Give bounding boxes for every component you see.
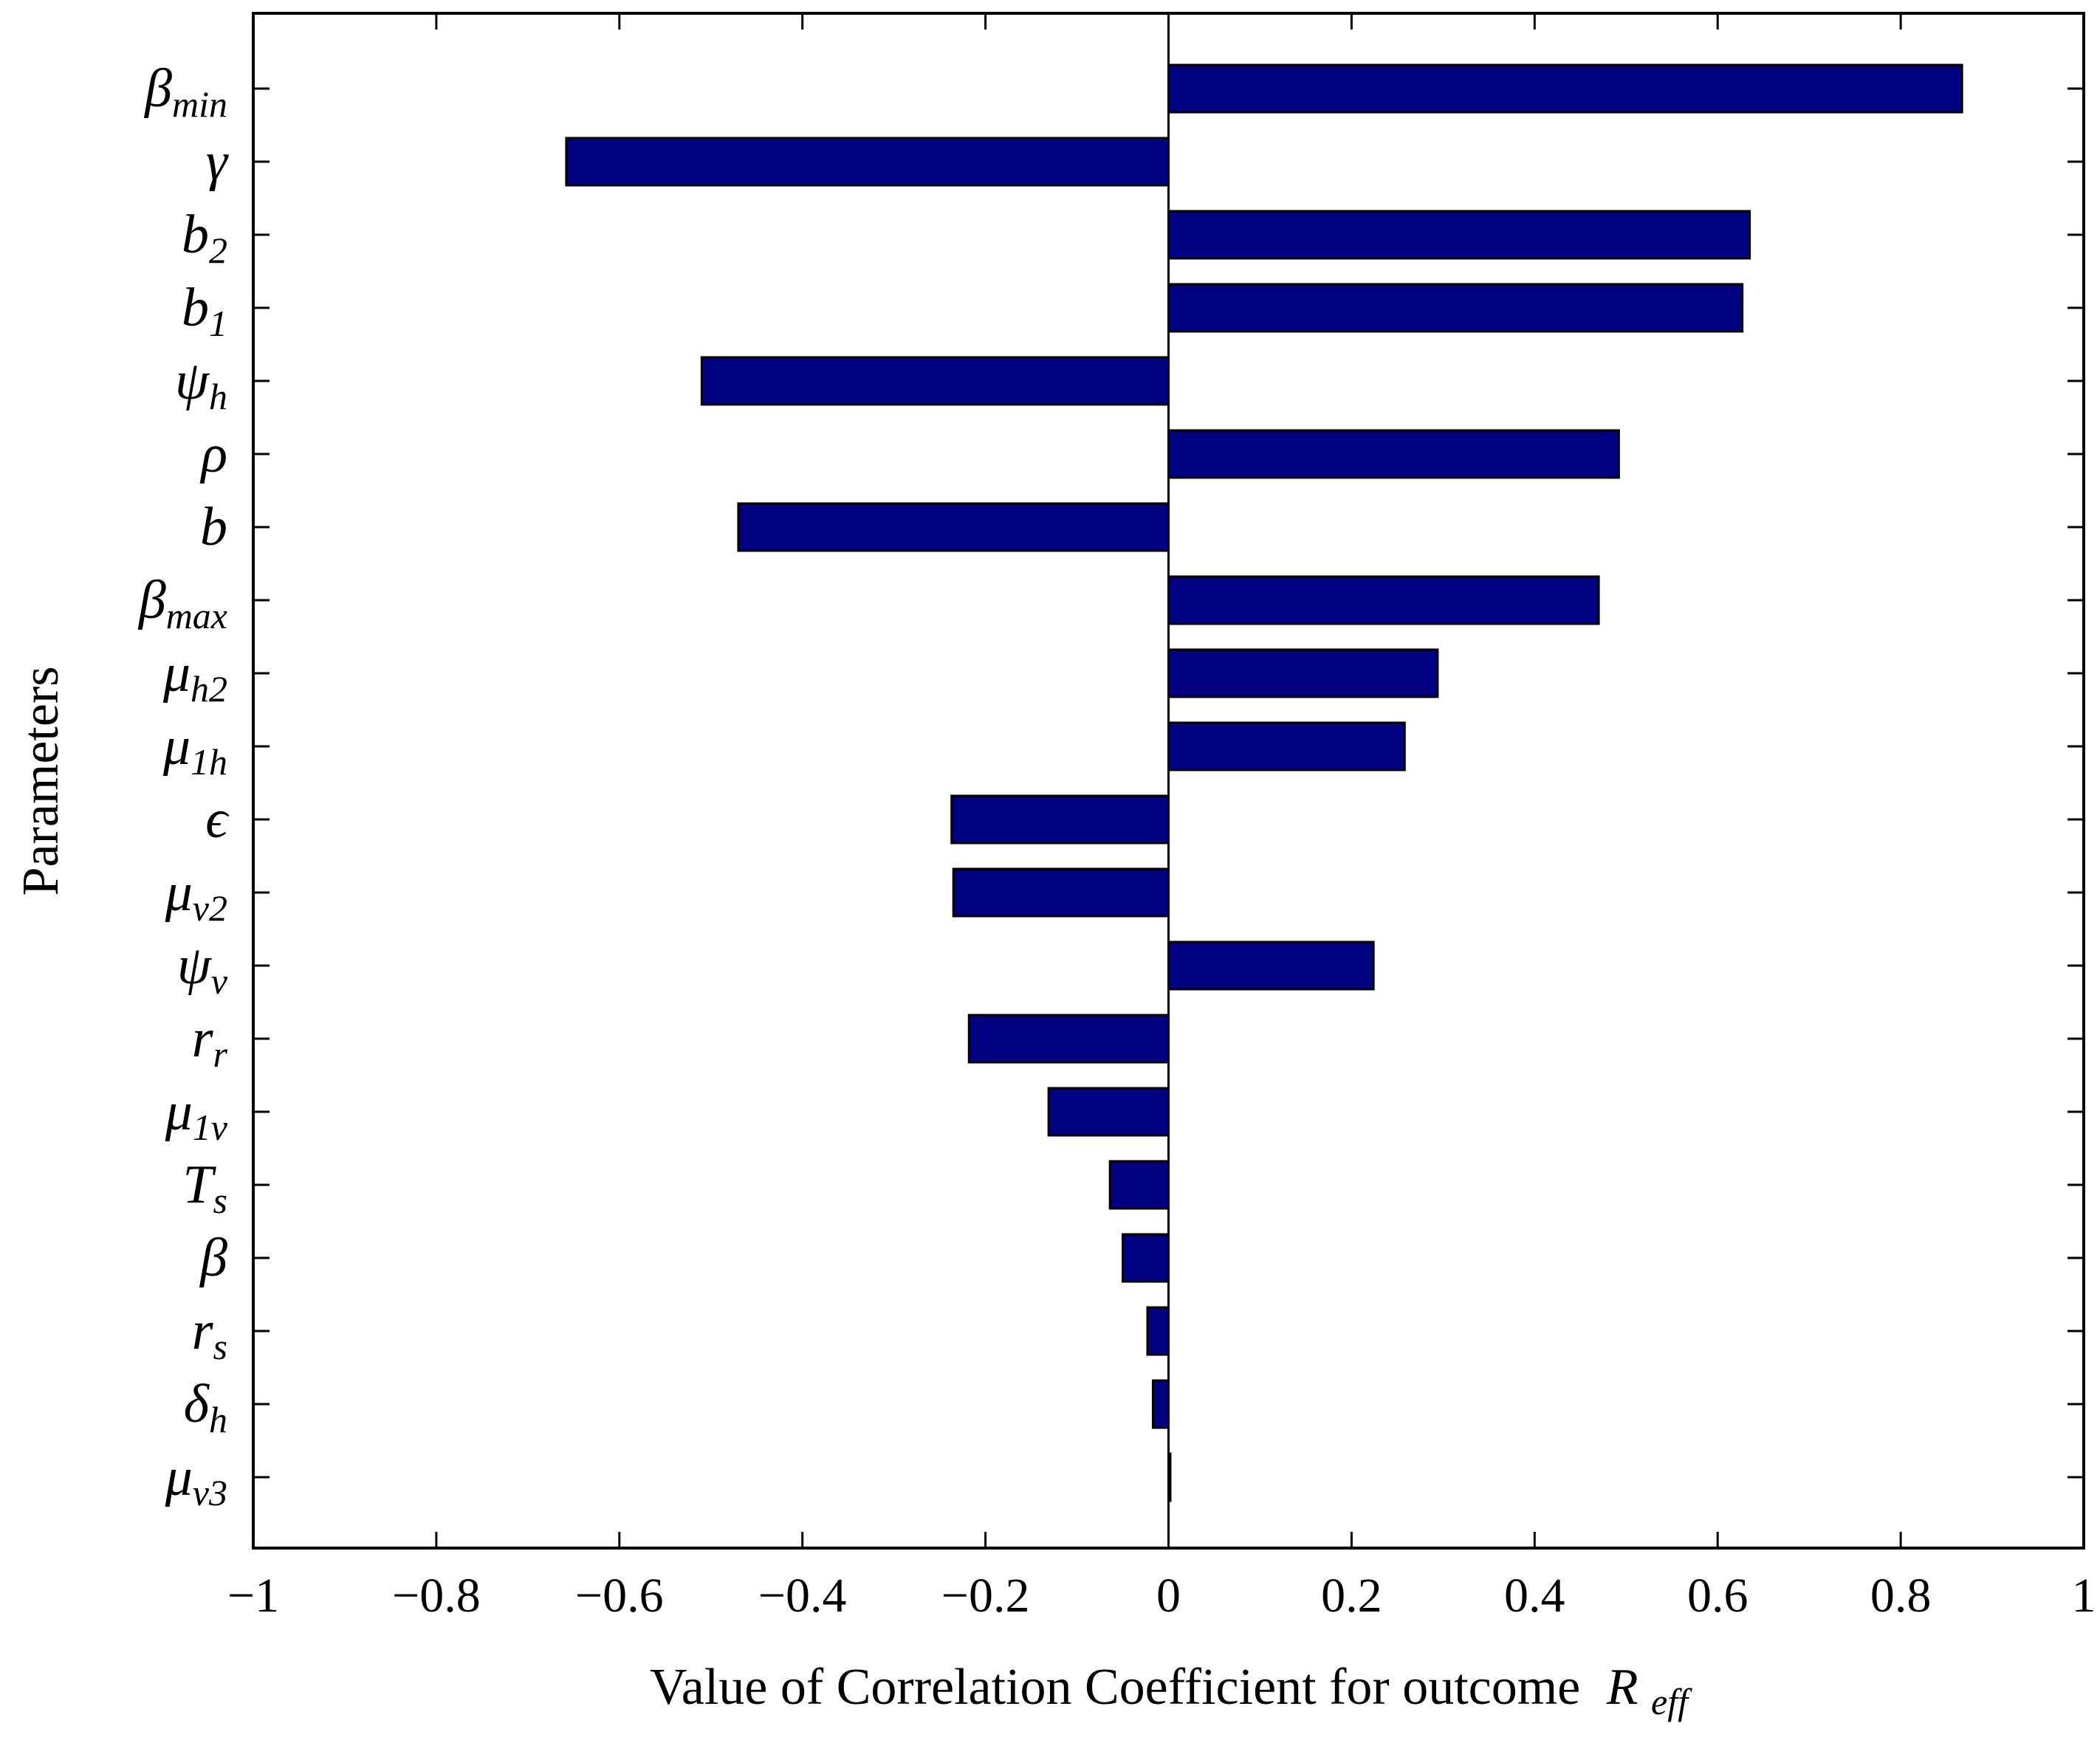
x-tick-label: 0 [1156, 1569, 1181, 1623]
x-tick-label: 0.4 [1504, 1569, 1565, 1623]
bar [700, 356, 1170, 406]
x-tick-label: −0.8 [392, 1569, 481, 1623]
x-axis-title-symbol: R [1606, 1659, 1639, 1716]
y-category-label: ψh [175, 351, 227, 417]
bar [1108, 1160, 1170, 1210]
x-tick-labels: −1 −0.8 −0.6 −0.4 −0.2 0 0.2 0.4 0.6 0.8 1 [227, 1569, 2096, 1623]
x-tick-label: −0.2 [941, 1569, 1030, 1623]
bar [1167, 210, 1751, 260]
x-tick-label: 1 [2072, 1569, 2096, 1623]
y-category-label: Ts [182, 1155, 227, 1221]
y-axis-title: Parameters [13, 667, 69, 896]
y-category-label: μv2 [165, 862, 227, 929]
x-tick-label: 0.8 [1870, 1569, 1932, 1623]
x-axis-title: Value of Correlation Coefficient for out… [650, 1659, 1692, 1722]
bar [1167, 721, 1406, 771]
y-category-label: rr [192, 1008, 228, 1075]
x-tick-label: −0.4 [758, 1569, 847, 1623]
bar [565, 137, 1170, 187]
bar [1167, 941, 1375, 991]
bar [1151, 1379, 1170, 1429]
y-category-label: ρ [199, 424, 227, 484]
bar [1146, 1306, 1170, 1356]
y-category-label: b [200, 497, 227, 557]
bar [952, 867, 1170, 918]
y-category-label: δh [184, 1374, 227, 1440]
bar [1047, 1087, 1170, 1137]
y-category-label: μ1v [165, 1082, 228, 1148]
x-tick-label: −1 [227, 1569, 279, 1623]
bar [1167, 283, 1744, 333]
y-category-label: b1 [182, 278, 227, 344]
bar [1122, 1233, 1170, 1283]
bar [1167, 575, 1600, 625]
y-category-label: μh2 [162, 643, 227, 709]
bar [1167, 648, 1439, 698]
bars [565, 63, 1963, 1502]
y-category-label: βmin [143, 58, 227, 125]
y-category-label: μ1h [162, 716, 227, 783]
x-axis-title-text: Value of Correlation Coefficient for out… [650, 1659, 1580, 1716]
x-tick-label: 0.6 [1687, 1569, 1749, 1623]
plot-frame [252, 12, 2085, 1550]
bar [967, 1014, 1170, 1064]
y-category-label: ψv [177, 935, 228, 1002]
y-category-label: b2 [182, 204, 227, 271]
y-category-label: βmax [137, 570, 227, 636]
y-category-label: γ [206, 131, 229, 192]
x-axis-title-subscript: eff [1651, 1681, 1692, 1722]
bar [737, 502, 1170, 552]
y-category-label: rs [192, 1301, 227, 1367]
y-category-label: ϵ [205, 789, 230, 850]
x-tick-label: −0.6 [575, 1569, 664, 1623]
y-category-label: μv3 [165, 1447, 227, 1513]
bar [950, 794, 1170, 845]
y-category-label: β [199, 1228, 227, 1288]
bar [1167, 429, 1620, 479]
x-tick-label: 0.2 [1321, 1569, 1382, 1623]
bar [1167, 63, 1963, 114]
